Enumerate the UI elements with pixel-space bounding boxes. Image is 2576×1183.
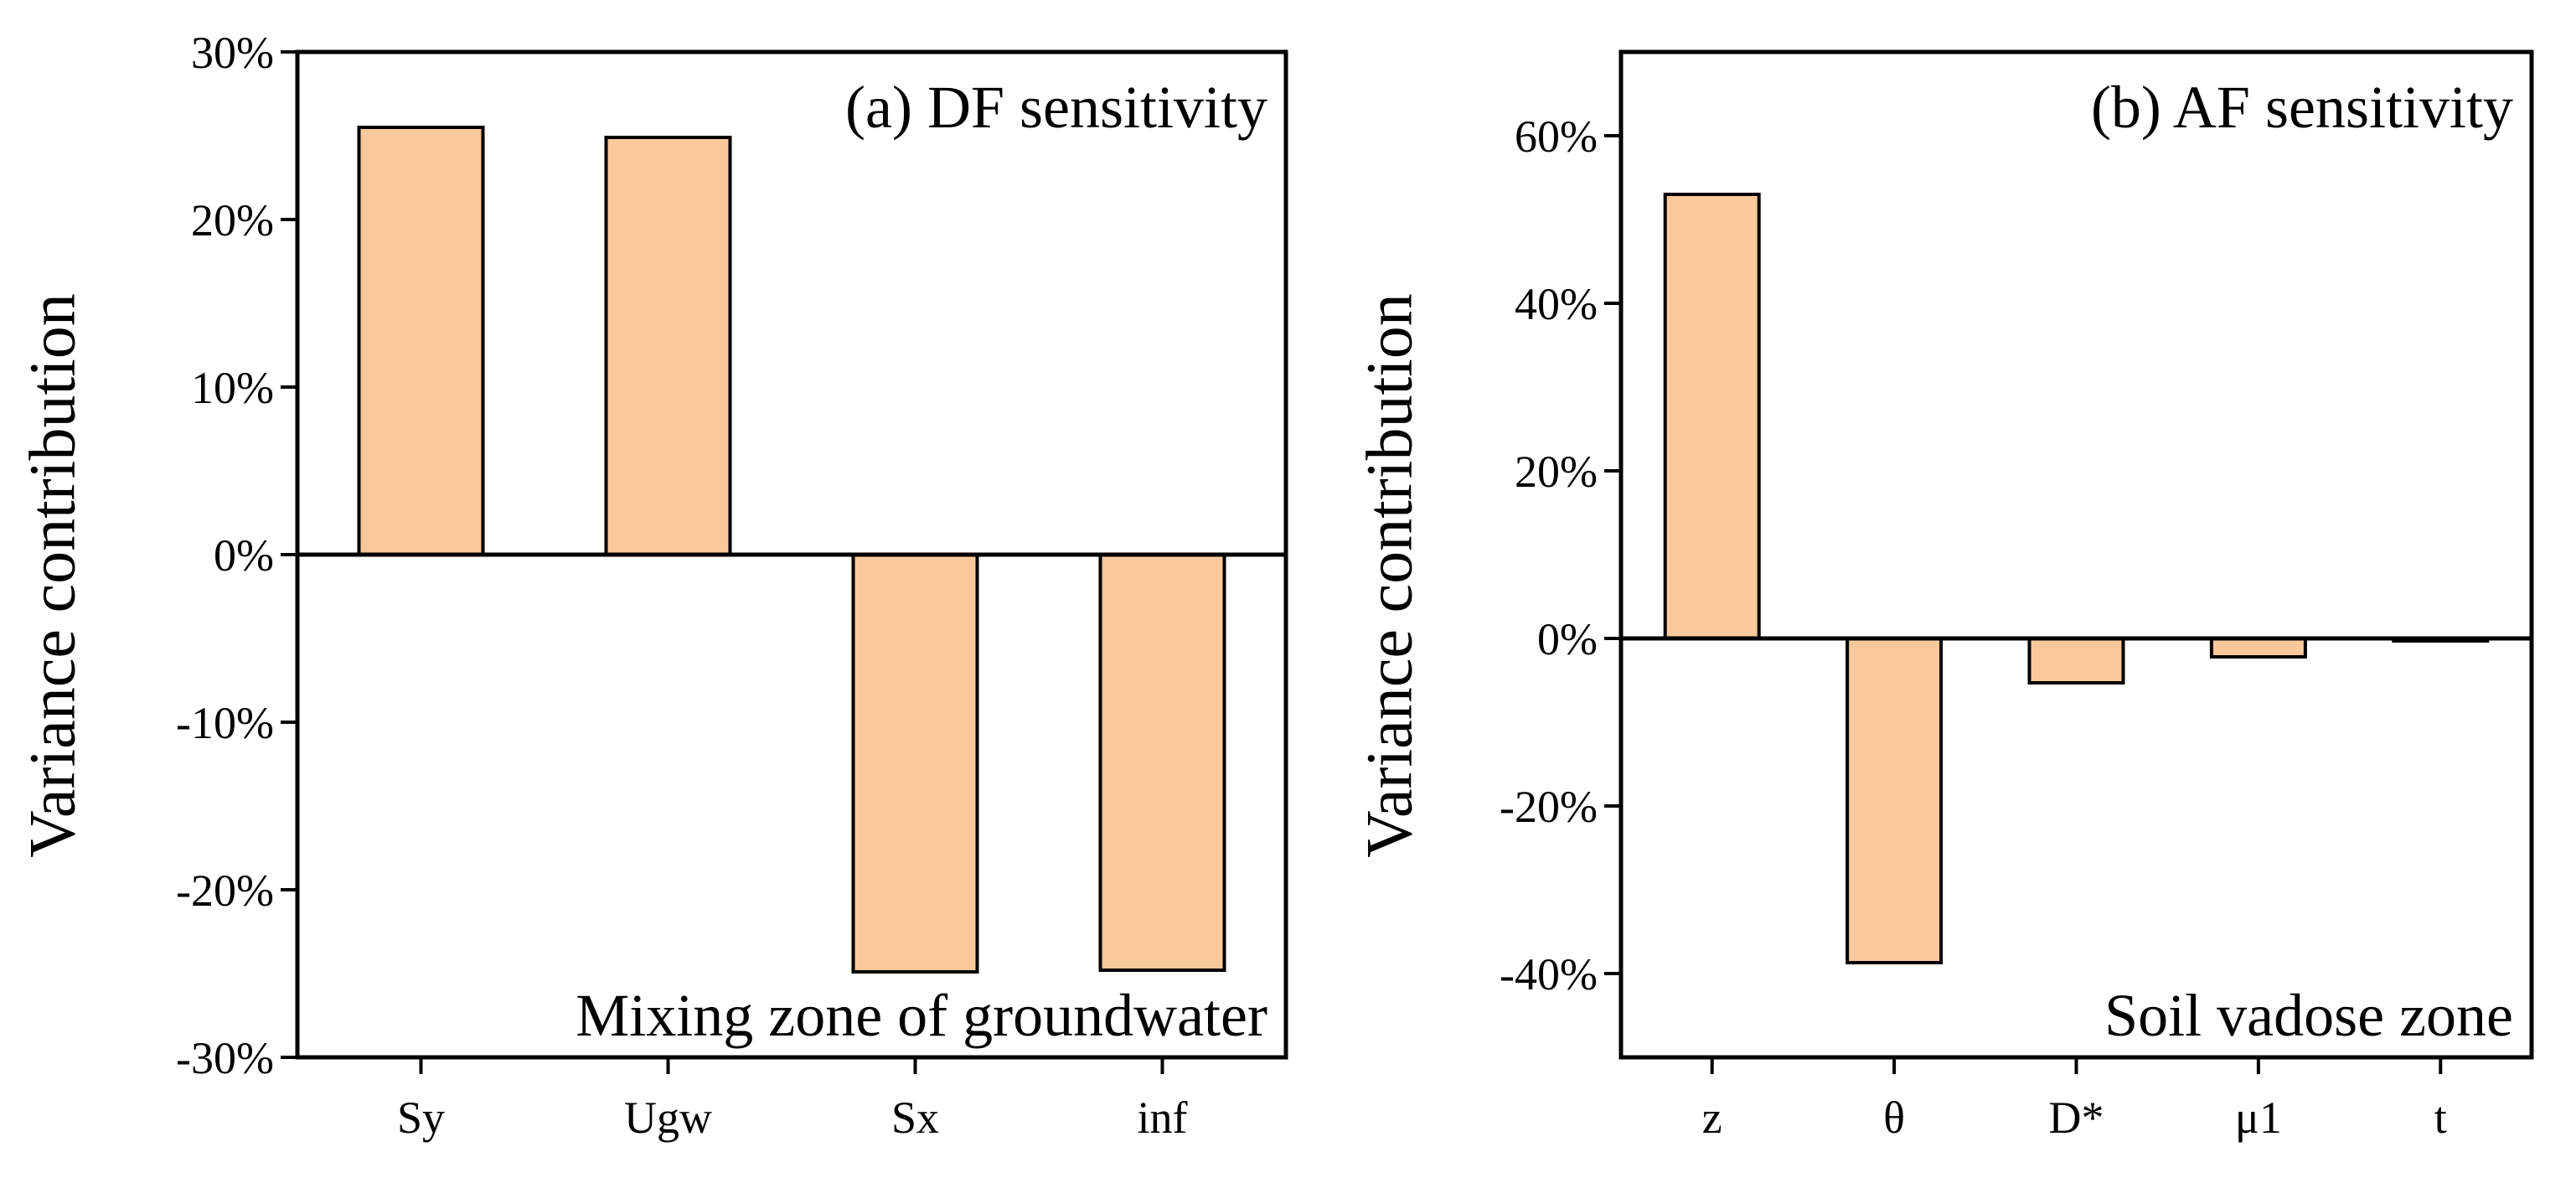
x-tick-label: θ: [1883, 1093, 1905, 1143]
panel-b-y-axis-label: Variance contribution: [1353, 293, 1426, 858]
bar-Ugw: [604, 136, 732, 556]
bar-θ: [1846, 637, 1944, 964]
bar-inf: [1098, 553, 1226, 972]
y-tick-label: 30%: [191, 28, 274, 78]
y-tick-label: -20%: [176, 865, 274, 916]
bar-μ1: [2209, 637, 2307, 659]
x-tick-label: Sy: [397, 1093, 445, 1143]
x-tick-label: t: [2434, 1093, 2447, 1143]
panel-b-y-ticks: -40% -20% 0% 20% 40% 60%: [1500, 111, 1621, 1000]
x-tick-label: μ1: [2235, 1093, 2282, 1143]
panel-b-annotation: Soil vadose zone: [2104, 982, 2513, 1049]
panel-a-df-sensitivity: -30% -20% -10% 0% 10% 20% 30% Sy Ugw Sx inf (a) D…: [16, 28, 1288, 1143]
y-tick-label: -10%: [176, 698, 274, 748]
bar-Sy: [357, 126, 485, 556]
panel-b-x-ticks: z θ D* μ1 t: [1702, 1057, 2447, 1143]
y-tick-label: -40%: [1500, 949, 1598, 1000]
panel-a-annotation: Mixing zone of groundwater: [576, 982, 1267, 1049]
x-tick-label: z: [1702, 1093, 1722, 1143]
x-tick-label: Sx: [891, 1093, 939, 1143]
panel-b-bars: [1663, 193, 2490, 964]
y-tick-label: -30%: [176, 1033, 274, 1083]
y-tick-label: -20%: [1500, 782, 1598, 832]
panel-a-title: (a) DF sensitivity: [845, 74, 1267, 141]
x-tick-label: inf: [1138, 1093, 1188, 1143]
y-tick-label: 10%: [191, 363, 274, 413]
x-tick-label: D*: [2049, 1093, 2104, 1143]
y-tick-label: 20%: [191, 195, 274, 245]
y-tick-label: 20%: [1515, 447, 1598, 497]
panel-a-bars: [357, 126, 1226, 974]
panel-a-x-ticks: Sy Ugw Sx inf: [397, 1057, 1188, 1143]
panel-b-title: (b) AF sensitivity: [2091, 74, 2513, 141]
panel-a-y-ticks: -30% -20% -10% 0% 10% 20% 30%: [176, 28, 297, 1083]
bar-D*: [2027, 637, 2125, 684]
y-tick-label: 0%: [1537, 614, 1598, 664]
y-tick-label: 0%: [214, 530, 274, 581]
y-tick-label: 40%: [1515, 279, 1598, 329]
bar-z: [1663, 193, 1761, 640]
panel-a-y-axis-label: Variance contribution: [16, 293, 89, 858]
bar-Sx: [851, 553, 979, 974]
x-tick-label: Ugw: [624, 1093, 712, 1143]
y-tick-label: 60%: [1515, 111, 1598, 162]
panel-b-af-sensitivity: -40% -20% 0% 20% 40% 60% z θ D* μ1 t (b) AF sensi…: [1353, 49, 2534, 1143]
